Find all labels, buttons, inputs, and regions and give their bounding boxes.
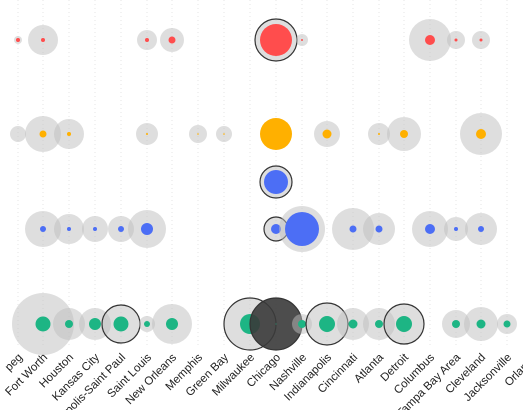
bubble-inner-tampa-bay-area: [454, 38, 458, 42]
bubble-inner-cleveland: [478, 226, 484, 232]
bubble-inner-fort-worth: [40, 226, 46, 232]
bubble-inner-chicago: [275, 323, 277, 325]
series-row-5: [12, 293, 517, 355]
bubble-inner-cincinnati: [349, 225, 357, 233]
bubble-inner-minneapolis-saint-paul: [118, 226, 124, 232]
series-row-1: [14, 18, 490, 62]
bubble-inner-columbus: [425, 35, 435, 45]
bubble-inner-houston: [67, 132, 71, 136]
bubble-inner-indianapolis: [319, 316, 335, 332]
bubble-inner-chicago: [260, 118, 292, 150]
bubble-inner-atlanta: [375, 320, 383, 328]
bubble-inner-indianapolis: [322, 129, 332, 139]
series-row-2: [10, 113, 502, 155]
bubble-inner-jacksonville: [503, 320, 511, 328]
bubble-inner-memphis: [197, 133, 199, 135]
bubble-inner-atlanta: [378, 133, 380, 135]
bubble-inner-green-bay: [223, 133, 225, 135]
bubble-outer-peg: [10, 126, 26, 142]
bubble-inner-kansas-city: [93, 227, 97, 231]
bubble-inner-cincinnati: [348, 319, 358, 329]
x-tick-label: Atlanta: [352, 351, 386, 385]
bubble-inner-new-orleans: [166, 318, 178, 330]
chart-marks: [10, 18, 517, 355]
bubble-inner-minneapolis-saint-paul: [113, 316, 129, 332]
bubble-inner-peg: [16, 38, 20, 42]
bubble-inner-saint-louis: [144, 321, 150, 327]
bubble-inner-chicago: [264, 170, 288, 194]
bubble-inner-nashville: [301, 39, 303, 41]
bubble-inner-saint-louis: [145, 38, 149, 42]
bubble-inner-chicago: [271, 224, 281, 234]
bubble-inner-kansas-city: [89, 318, 101, 330]
bubble-inner-saint-louis: [146, 133, 148, 135]
bubble-inner-tampa-bay-area: [454, 227, 458, 231]
series-row-3: [259, 165, 293, 199]
bubble-inner-columbus: [425, 224, 435, 234]
bubble-inner-saint-louis: [141, 223, 153, 235]
bubble-inner-atlanta: [375, 225, 383, 233]
bubble-inner-cleveland: [476, 319, 486, 329]
series-row-4: [25, 206, 497, 252]
bubble-inner-detroit: [396, 316, 412, 332]
bubble-inner-chicago: [260, 24, 292, 56]
bubble-inner-fort-worth: [35, 316, 51, 332]
bubble-inner-fort-worth: [39, 130, 47, 138]
column-guides: [17, 0, 508, 346]
bubble-inner-fort-worth: [41, 38, 45, 42]
bubble-inner-cleveland: [479, 38, 483, 42]
bubble-inner-houston: [67, 227, 71, 231]
bubble-inner-new-orleans: [168, 36, 176, 44]
bubble-inner-detroit: [400, 130, 408, 138]
bubble-inner-houston: [65, 320, 73, 328]
bubble-inner-tampa-bay-area: [452, 320, 460, 328]
bubble-inner-nashville: [298, 320, 306, 328]
bubble-inner-nashville: [285, 212, 319, 246]
bubble-inner-cleveland: [476, 129, 486, 139]
